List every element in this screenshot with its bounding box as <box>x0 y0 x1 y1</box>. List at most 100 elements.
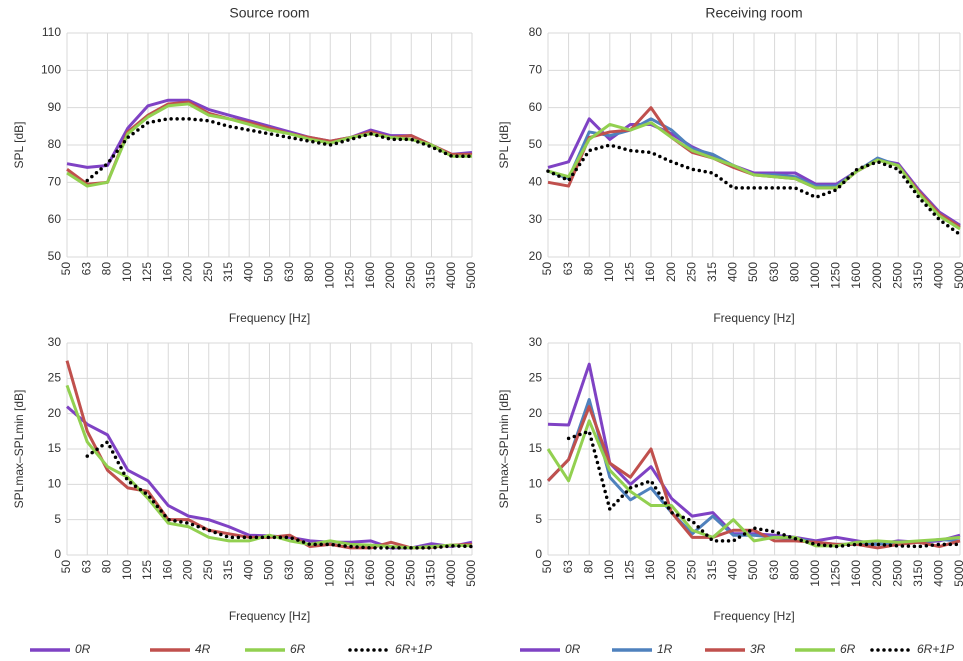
x-tick-label: 200 <box>181 560 195 580</box>
x-tick-label: 4000 <box>932 560 946 587</box>
x-tick-label: 1250 <box>343 262 357 289</box>
x-tick-label: 400 <box>726 262 740 282</box>
legend-label: 6R <box>840 642 856 656</box>
y-tick-label: 100 <box>41 63 61 77</box>
x-tick-label: 200 <box>181 262 195 282</box>
y-tick-label: 5 <box>535 512 542 526</box>
x-tick-label: 63 <box>561 560 575 574</box>
data-line <box>546 419 961 548</box>
x-tick-label: 100 <box>120 262 134 282</box>
y-tick-label: 0 <box>535 547 542 561</box>
x-tick-label: 400 <box>241 560 255 580</box>
x-tick-label: 160 <box>160 560 174 580</box>
data-line <box>566 429 962 549</box>
x-tick-label: 1600 <box>849 262 863 289</box>
x-tick-label: 160 <box>643 560 657 580</box>
x-tick-label: 4000 <box>444 560 458 587</box>
x-tick-label: 2000 <box>383 262 397 289</box>
y-tick-label: 30 <box>48 335 62 349</box>
data-line <box>85 117 474 183</box>
x-tick-label: 100 <box>602 560 616 580</box>
x-axis-label: Frequency [Hz] <box>713 609 794 623</box>
x-axis-label: Frequency [Hz] <box>229 609 310 623</box>
y-tick-label: 20 <box>529 249 543 263</box>
x-tick-label: 400 <box>726 560 740 580</box>
x-tick-label: 63 <box>561 262 575 276</box>
x-tick-label: 250 <box>201 560 215 580</box>
y-tick-label: 60 <box>48 212 62 226</box>
x-tick-label: 250 <box>684 262 698 282</box>
x-tick-label: 63 <box>79 560 93 574</box>
x-axis-label: Frequency [Hz] <box>713 311 794 325</box>
legend-label: 3R <box>750 642 766 656</box>
x-tick-label: 800 <box>787 262 801 282</box>
x-tick-label: 200 <box>664 560 678 580</box>
x-tick-label: 250 <box>684 560 698 580</box>
x-tick-label: 315 <box>705 560 719 580</box>
x-tick-label: 800 <box>302 262 316 282</box>
x-tick-label: 125 <box>140 560 154 580</box>
legend-label: 4R <box>195 642 211 656</box>
data-line <box>66 102 472 188</box>
x-tick-label: 630 <box>767 262 781 282</box>
x-tick-label: 3150 <box>911 560 925 587</box>
y-axis-label: SPL [dB] <box>12 122 26 169</box>
x-tick-label: 50 <box>540 560 554 574</box>
y-tick-label: 5 <box>54 512 61 526</box>
y-tick-label: 70 <box>48 175 62 189</box>
x-tick-label: 2500 <box>890 262 904 289</box>
x-tick-label: 200 <box>664 262 678 282</box>
x-tick-label: 160 <box>160 262 174 282</box>
chart-title: Receiving room <box>705 5 802 21</box>
legend-label: 6R+1P <box>917 642 954 656</box>
legend-label: 0R <box>75 642 91 656</box>
x-tick-label: 5000 <box>952 262 963 289</box>
chart-title: Source room <box>229 5 309 21</box>
y-tick-label: 80 <box>48 137 62 151</box>
y-tick-label: 15 <box>529 441 543 455</box>
x-tick-label: 500 <box>262 560 276 580</box>
x-tick-label: 2500 <box>890 560 904 587</box>
x-tick-label: 50 <box>59 262 73 276</box>
x-tick-label: 5000 <box>464 560 478 587</box>
legend-label: 1R <box>657 642 673 656</box>
x-tick-label: 5000 <box>952 560 963 587</box>
x-tick-label: 4000 <box>444 262 458 289</box>
y-tick-label: 60 <box>529 100 543 114</box>
x-tick-label: 2000 <box>870 560 884 587</box>
x-tick-label: 1000 <box>808 262 822 289</box>
y-tick-label: 70 <box>529 63 543 77</box>
y-tick-label: 110 <box>42 25 61 39</box>
y-tick-label: 25 <box>529 371 543 385</box>
x-tick-label: 1600 <box>849 560 863 587</box>
y-tick-label: 25 <box>48 371 62 385</box>
x-tick-label: 80 <box>100 560 114 574</box>
x-tick-label: 630 <box>282 560 296 580</box>
y-tick-label: 30 <box>529 212 543 226</box>
y-tick-label: 20 <box>529 406 543 420</box>
x-tick-label: 50 <box>540 262 554 276</box>
x-tick-label: 80 <box>581 262 595 276</box>
x-tick-label: 2000 <box>870 262 884 289</box>
y-tick-label: 80 <box>529 25 543 39</box>
x-tick-label: 63 <box>79 262 93 276</box>
x-tick-label: 630 <box>767 560 781 580</box>
x-tick-label: 1000 <box>808 560 822 587</box>
y-tick-label: 10 <box>48 477 62 491</box>
y-tick-label: 0 <box>54 547 61 561</box>
x-tick-label: 3150 <box>911 262 925 289</box>
y-tick-label: 40 <box>529 175 543 189</box>
x-tick-label: 315 <box>221 560 235 580</box>
x-tick-label: 3150 <box>424 560 438 587</box>
x-tick-label: 1600 <box>363 262 377 289</box>
x-axis-label: Frequency [Hz] <box>229 311 310 325</box>
x-tick-label: 2500 <box>403 262 417 289</box>
x-tick-label: 100 <box>602 262 616 282</box>
x-tick-label: 1600 <box>363 560 377 587</box>
x-tick-label: 125 <box>623 262 637 282</box>
y-tick-label: 10 <box>529 477 543 491</box>
x-tick-label: 125 <box>623 560 637 580</box>
x-tick-label: 125 <box>140 262 154 282</box>
x-tick-label: 3150 <box>424 262 438 289</box>
